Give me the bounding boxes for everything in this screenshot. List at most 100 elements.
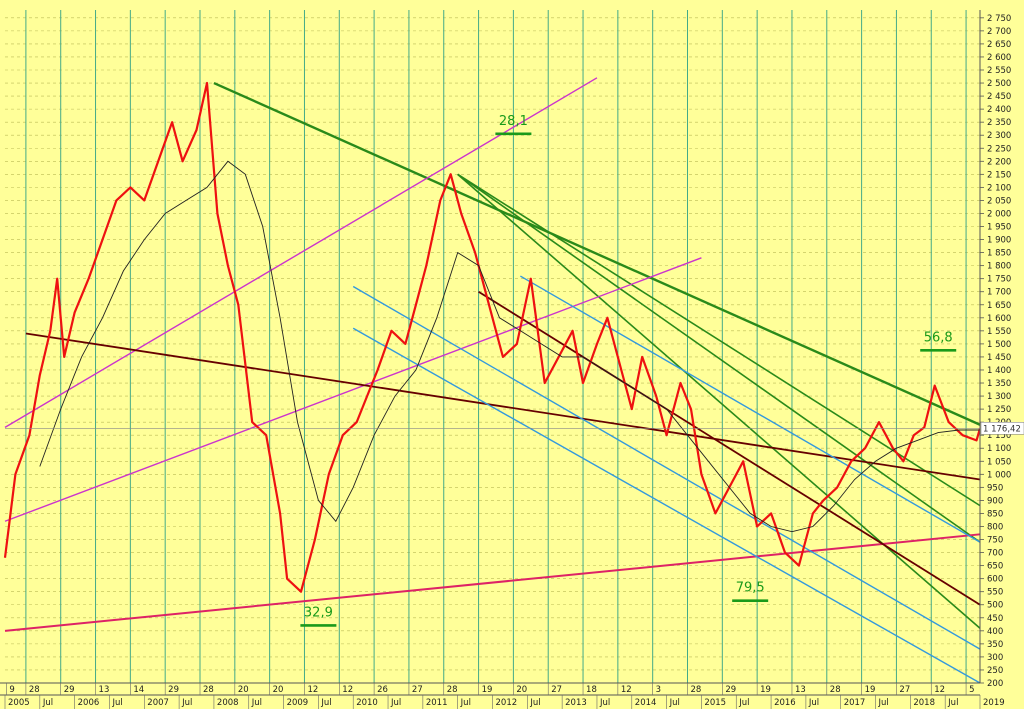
x-tick-top-label: 28 bbox=[691, 685, 702, 695]
x-tick-top-label: 13 bbox=[99, 685, 110, 695]
y-tick-label: 2 150 bbox=[987, 170, 1011, 180]
x-tick-top-label: 29 bbox=[64, 685, 75, 695]
y-tick-label: 500 bbox=[987, 601, 1003, 611]
x-tick-top-label: 19 bbox=[865, 685, 876, 695]
blue-trendline bbox=[352, 327, 981, 684]
y-tick-label: 1 600 bbox=[987, 314, 1011, 324]
crimson-trendline bbox=[4, 533, 981, 632]
x-tick-top-label: 9 bbox=[9, 685, 14, 695]
y-tick-label: 200 bbox=[987, 679, 1003, 689]
x-tick-top-label: 13 bbox=[795, 685, 806, 695]
y-tick-label: 2 550 bbox=[987, 66, 1011, 76]
x-tick-bottom-label: 2019 bbox=[983, 698, 1005, 708]
y-tick-label: 2 400 bbox=[987, 105, 1011, 115]
x-tick-top-label: 28 bbox=[447, 685, 458, 695]
annotation-label: 79,5 bbox=[736, 581, 765, 596]
y-axis-band bbox=[980, 0, 1024, 709]
x-tick-top-label: 12 bbox=[342, 685, 353, 695]
x-tick-bottom-label: 2006 bbox=[78, 698, 100, 708]
x-tick-bottom-label: 2018 bbox=[913, 698, 935, 708]
y-tick-label: 850 bbox=[987, 509, 1003, 519]
y-tick-label: 1 050 bbox=[987, 457, 1011, 467]
y-tick-label: 700 bbox=[987, 549, 1003, 559]
y-tick-label: 1 700 bbox=[987, 288, 1011, 298]
y-tick-label: 250 bbox=[987, 666, 1003, 676]
y-tick-label: 2 250 bbox=[987, 144, 1011, 154]
x-tick-bottom-label: Jul bbox=[181, 698, 192, 708]
x-tick-bottom-label: 2016 bbox=[774, 698, 796, 708]
y-tick-label: 2 000 bbox=[987, 209, 1011, 219]
y-tick-label: 1 150 bbox=[987, 431, 1011, 441]
x-tick-bottom-label: 2007 bbox=[147, 698, 169, 708]
moving-average-line bbox=[39, 160, 980, 533]
x-tick-bottom-label: Jul bbox=[738, 698, 749, 708]
x-tick-bottom-label: Jul bbox=[947, 698, 958, 708]
y-tick-label: 950 bbox=[987, 483, 1003, 493]
x-tick-top-label: 27 bbox=[551, 685, 562, 695]
y-tick-label: 2 200 bbox=[987, 157, 1011, 167]
y-tick-label: 1 650 bbox=[987, 301, 1011, 311]
x-axis-band bbox=[0, 683, 980, 709]
y-tick-label: 1 950 bbox=[987, 223, 1011, 233]
y-tick-label: 650 bbox=[987, 562, 1003, 572]
x-axis: 9 28 29 13 14 29 28 20 20 12 12 26 27 28 19 20 27 18 12 3 28… bbox=[0, 682, 1005, 709]
x-tick-bottom-label: Jul bbox=[251, 698, 262, 708]
y-tick-label: 1 250 bbox=[987, 405, 1011, 415]
x-tick-bottom-label: Jul bbox=[669, 698, 680, 708]
x-tick-bottom-label: Jul bbox=[460, 698, 471, 708]
y-tick-label: 1 350 bbox=[987, 379, 1011, 389]
y-tick-label: 450 bbox=[987, 614, 1003, 624]
x-tick-top-label: 20 bbox=[273, 685, 284, 695]
annotation-label: 32,9 bbox=[304, 605, 333, 620]
x-tick-top-label: 18 bbox=[586, 685, 597, 695]
x-tick-top-label: 12 bbox=[307, 685, 318, 695]
y-tick-label: 2 750 bbox=[987, 14, 1011, 24]
magenta-trendline bbox=[4, 77, 598, 428]
magenta-trendline bbox=[4, 257, 702, 522]
y-tick-label: 800 bbox=[987, 522, 1003, 532]
maroon-trendline bbox=[478, 290, 981, 606]
x-tick-top-label: 12 bbox=[621, 685, 632, 695]
annotation-label: 28,1 bbox=[499, 114, 528, 129]
y-tick-label: 2 450 bbox=[987, 92, 1011, 102]
x-tick-bottom-label: 2015 bbox=[704, 698, 726, 708]
y-tick-label: 2 300 bbox=[987, 131, 1011, 141]
y-tick-label: 300 bbox=[987, 653, 1003, 663]
x-tick-top-label: 14 bbox=[133, 685, 144, 695]
x-tick-bottom-label: 2008 bbox=[217, 698, 239, 708]
last-price-marker: 1 176,42 bbox=[5, 421, 1024, 435]
x-tick-bottom-label: Jul bbox=[808, 698, 819, 708]
x-tick-top-label: 27 bbox=[412, 685, 423, 695]
x-tick-bottom-label: Jul bbox=[529, 698, 540, 708]
x-tick-top-label: 19 bbox=[760, 685, 771, 695]
x-tick-bottom-label: 2017 bbox=[844, 698, 866, 708]
annotations: 28,1 32,9 79,5 56,8 bbox=[300, 114, 957, 627]
y-tick-label: 1 400 bbox=[987, 366, 1011, 376]
last-price-label: 1 176,42 bbox=[983, 424, 1021, 434]
x-tick-top-label: 29 bbox=[168, 685, 179, 695]
horizontal-gridlines bbox=[5, 17, 980, 684]
y-tick-label: 750 bbox=[987, 536, 1003, 546]
trendlines bbox=[4, 77, 981, 684]
x-tick-bottom-label: 2009 bbox=[287, 698, 309, 708]
y-tick-label: 1 850 bbox=[987, 249, 1011, 259]
y-tick-label: 400 bbox=[987, 627, 1003, 637]
y-tick-label: 1 100 bbox=[987, 444, 1011, 454]
y-tick-label: 1 300 bbox=[987, 392, 1011, 402]
maroon-trendline bbox=[25, 332, 981, 481]
x-tick-top-label: 3 bbox=[656, 685, 661, 695]
y-tick-label: 2 500 bbox=[987, 79, 1011, 89]
blue-trendline bbox=[352, 285, 981, 650]
x-tick-bottom-label: Jul bbox=[599, 698, 610, 708]
x-tick-bottom-label: Jul bbox=[878, 698, 889, 708]
y-tick-label: 550 bbox=[987, 588, 1003, 598]
y-tick-label: 2 700 bbox=[987, 27, 1011, 37]
y-tick-label: 2 050 bbox=[987, 196, 1011, 206]
last-price-box bbox=[980, 421, 1024, 435]
green-trendline bbox=[457, 173, 981, 629]
y-tick-label: 600 bbox=[987, 575, 1003, 585]
x-tick-bottom-label: Jul bbox=[42, 698, 53, 708]
y-tick-label: 1 550 bbox=[987, 327, 1011, 337]
